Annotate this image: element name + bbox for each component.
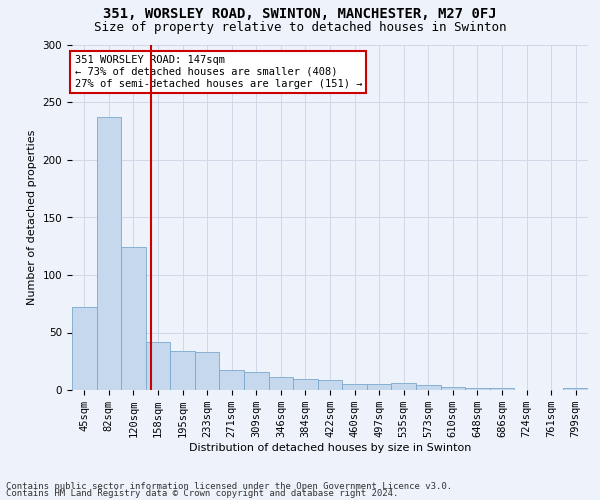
Bar (391, 383, 416, 390)
Y-axis label: Number of detached properties: Number of detached properties (27, 130, 37, 305)
Text: 351, WORSLEY ROAD, SWINTON, MANCHESTER, M27 0FJ: 351, WORSLEY ROAD, SWINTON, MANCHESTER, … (103, 8, 497, 22)
Bar (465, 388, 490, 390)
Text: 351 WORSLEY ROAD: 147sqm
← 73% of detached houses are smaller (408)
27% of semi-: 351 WORSLEY ROAD: 147sqm ← 73% of detach… (74, 56, 362, 88)
Bar (563, 388, 588, 390)
Bar (244, 372, 269, 390)
Bar (490, 388, 514, 390)
Bar (146, 342, 170, 390)
Bar (416, 386, 440, 390)
Bar (269, 378, 293, 390)
X-axis label: Distribution of detached houses by size in Swinton: Distribution of detached houses by size … (189, 443, 471, 453)
Bar (220, 370, 244, 390)
Text: Contains HM Land Registry data © Crown copyright and database right 2024.: Contains HM Land Registry data © Crown c… (6, 488, 398, 498)
Text: Size of property relative to detached houses in Swinton: Size of property relative to detached ho… (94, 21, 506, 34)
Bar (97, 118, 121, 390)
Bar (293, 378, 318, 390)
Bar (342, 384, 367, 390)
Text: Contains public sector information licensed under the Open Government Licence v3: Contains public sector information licen… (6, 482, 452, 491)
Bar (195, 352, 220, 390)
Bar (367, 384, 391, 390)
Bar (170, 351, 195, 390)
Bar (121, 248, 146, 390)
Bar (440, 386, 465, 390)
Bar (318, 380, 342, 390)
Bar (72, 307, 97, 390)
